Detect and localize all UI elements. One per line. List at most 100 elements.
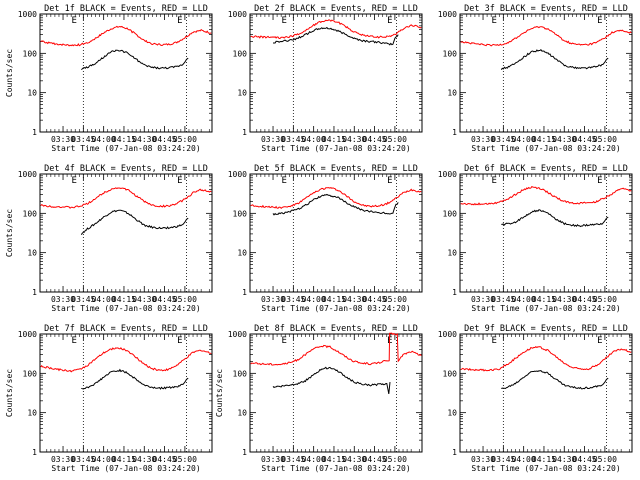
detector-chart: Det 7f BLACK = Events, RED = LLD 1 10 100 10… [5,324,213,473]
x-tick-label: 04:30 [132,135,156,144]
y-tick-label: 100 [443,209,458,218]
x-tick-label: 03:30 [471,135,495,144]
y-tick-label: 1000 [438,10,457,19]
x-tick-label: 04:15 [112,455,136,464]
event-marker: E [387,176,392,186]
x-tick-label: 04:00 [92,135,116,144]
chart-title: Det 6f BLACK = Events, RED = LLD [464,164,628,174]
event-marker: E [281,176,286,186]
chart-title: Det 2f BLACK = Events, RED = LLD [254,4,418,14]
y-tick-label: 1000 [228,170,247,179]
x-tick-label: 04:15 [532,295,556,304]
event-marker: E [597,176,602,186]
x-tick-label: 05:00 [173,135,197,144]
events-series-line [501,370,609,390]
y-tick-label: 100 [233,369,248,378]
plot-frame [39,173,213,293]
y-tick-label: 100 [23,209,38,218]
x-tick-label: 03:30 [261,135,285,144]
x-tick-label: 04:00 [512,295,536,304]
x-tick-label: 04:00 [92,295,116,304]
y-tick-label: 100 [443,369,458,378]
x-tick-label: 03:30 [261,455,285,464]
detector-chart: Det 1f BLACK = Events, RED = LLD 1 10 100 10… [5,4,213,153]
x-tick-label: 04:45 [573,135,597,144]
x-tick-label: 05:00 [173,295,197,304]
events-series-line [81,368,189,390]
x-tick-label: 04:45 [153,455,177,464]
x-tick-label: 05:00 [593,455,617,464]
events-series-line [272,366,391,394]
x-tick-label: 04:45 [363,455,387,464]
detector-chart: Det 6f BLACK = Events, RED = LLD 1 10 100 10… [438,164,633,313]
event-marker: E [491,16,496,26]
y-tick-label: 1 [452,448,457,457]
y-tick-label: 1000 [438,330,457,339]
x-tick-label: 04:00 [302,295,326,304]
x-tick-label: 03:30 [51,295,75,304]
x-tick-label: 04:45 [573,455,597,464]
x-tick-label: 04:45 [573,295,597,304]
x-tick-label: 04:15 [322,135,346,144]
y-tick-label: 1 [242,128,247,137]
x-axis-label: Start Time (07-Jan-08 03:24:20) [51,304,200,313]
lld-series-line [460,26,632,47]
x-tick-label: 05:00 [383,135,407,144]
x-tick-label: 04:30 [552,135,576,144]
x-tick-label: 04:15 [112,135,136,144]
x-axis-label: Start Time (07-Jan-08 03:24:20) [261,144,410,153]
plot-frame [459,13,633,133]
y-tick-label: 100 [233,209,248,218]
y-tick-label: 1000 [228,330,247,339]
x-tick-label: 04:30 [342,295,366,304]
event-marker: E [281,336,286,346]
x-tick-label: 03:30 [51,135,75,144]
y-tick-label: 10 [237,249,247,258]
x-tick-label: 03:45 [491,295,515,304]
chart-title: Det 7f BLACK = Events, RED = LLD [44,324,208,334]
event-marker: E [387,16,392,26]
y-tick-label: 1 [452,288,457,297]
x-tick-label: 04:30 [132,295,156,304]
chart-title: Det 5f BLACK = Events, RED = LLD [254,164,418,174]
y-axis-label: Counts/sec [5,209,14,257]
plot-frame [249,173,423,293]
chart-title: Det 4f BLACK = Events, RED = LLD [44,164,208,174]
detector-chart: Det 4f BLACK = Events, RED = LLD 1 10 100 10… [5,164,213,313]
event-marker: E [597,16,602,26]
y-tick-label: 1 [32,288,37,297]
x-tick-label: 04:00 [512,455,536,464]
lld-series-line [460,185,632,206]
event-marker: E [71,176,76,186]
x-tick-label: 05:00 [383,295,407,304]
x-tick-label: 04:45 [363,135,387,144]
x-axis-label: Start Time (07-Jan-08 03:24:20) [51,464,200,473]
y-tick-label: 10 [447,89,457,98]
x-tick-label: 04:15 [112,295,136,304]
chart-title: Det 8f BLACK = Events, RED = LLD [254,324,418,334]
chart-title: Det 1f BLACK = Events, RED = LLD [44,4,208,14]
x-tick-label: 03:30 [471,455,495,464]
event-marker: E [71,336,76,346]
event-marker: E [491,176,496,186]
event-marker: E [281,16,286,26]
x-axis-label: Start Time (07-Jan-08 03:24:20) [471,464,620,473]
x-tick-label: 04:00 [302,455,326,464]
event-marker: E [71,16,76,26]
x-tick-label: 05:00 [593,295,617,304]
lld-series-line [250,332,422,366]
events-series-line [272,193,399,216]
lld-series-line [40,187,212,209]
event-marker: E [177,336,182,346]
x-axis-label: Start Time (07-Jan-08 03:24:20) [261,304,410,313]
x-tick-label: 04:30 [552,455,576,464]
x-tick-label: 03:30 [471,295,495,304]
events-series-line [81,49,189,71]
y-tick-label: 100 [23,49,38,58]
y-tick-label: 10 [237,89,247,98]
lld-series-line [460,346,632,372]
plot-frame [459,173,633,293]
event-marker: E [177,176,182,186]
x-tick-label: 04:45 [153,135,177,144]
y-tick-label: 1000 [18,170,37,179]
